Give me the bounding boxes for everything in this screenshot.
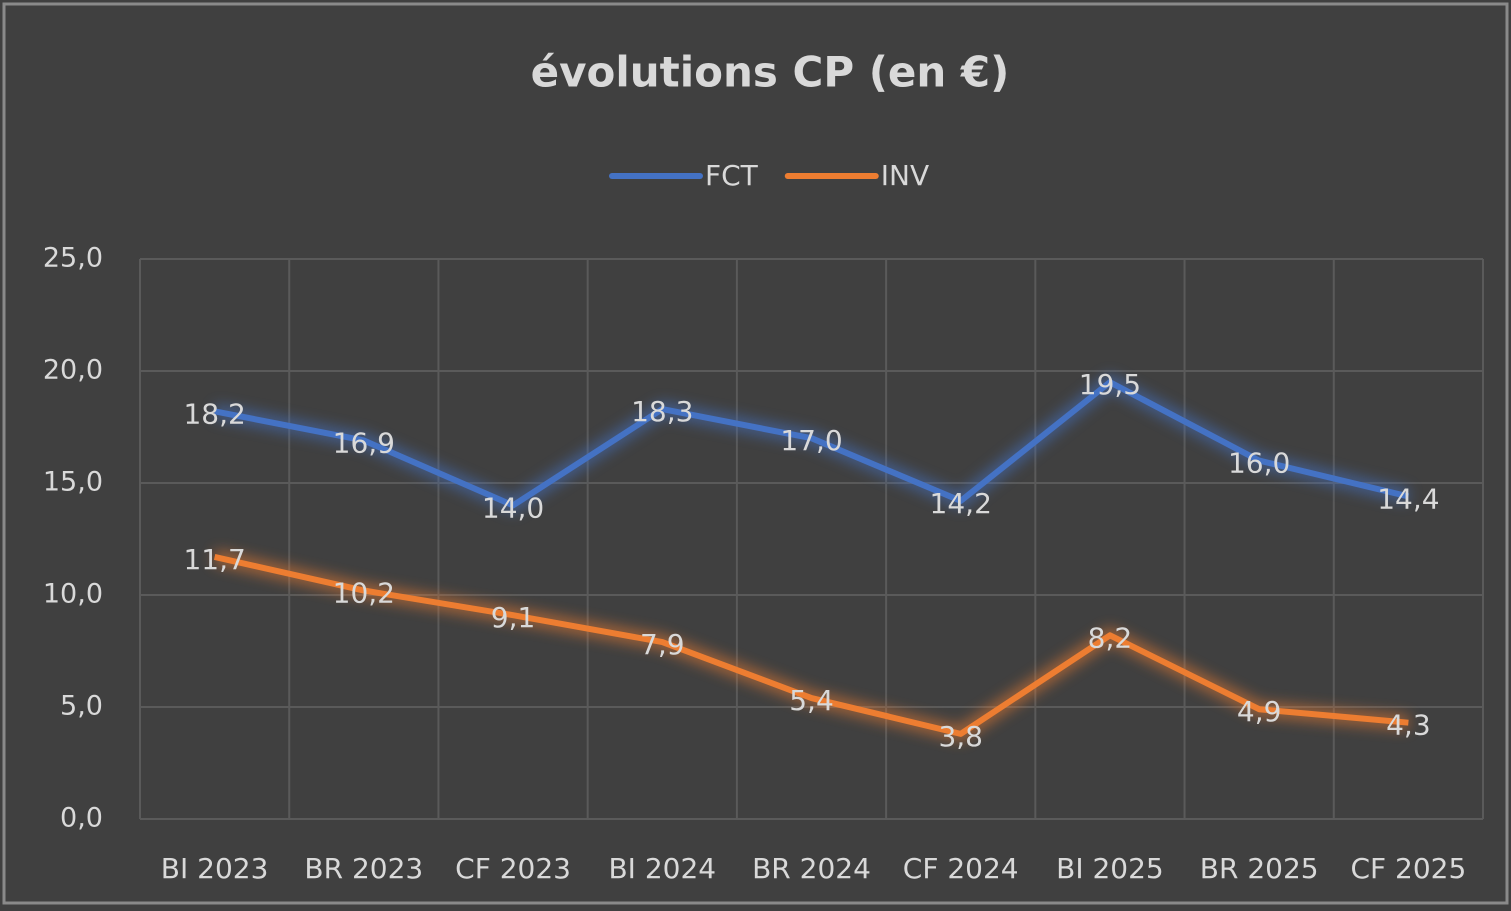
y-tick-label: 25,0 bbox=[43, 243, 103, 274]
x-tick-label: BI 2024 bbox=[608, 852, 716, 885]
data-label: 3,8 bbox=[938, 720, 983, 753]
data-label: 10,2 bbox=[333, 577, 395, 610]
x-tick-label: CF 2023 bbox=[455, 852, 571, 885]
x-tick-label: BI 2025 bbox=[1056, 852, 1164, 885]
data-label: 17,0 bbox=[780, 424, 842, 457]
x-tick-label: BR 2025 bbox=[1200, 852, 1319, 885]
data-label: 8,2 bbox=[1088, 621, 1133, 654]
x-tick-label: BR 2024 bbox=[752, 852, 871, 885]
data-label: 5,4 bbox=[789, 684, 834, 717]
y-tick-label: 15,0 bbox=[43, 467, 103, 498]
data-label: 14,4 bbox=[1377, 482, 1439, 515]
chart-title: évolutions CP (en €) bbox=[531, 48, 1010, 97]
y-tick-label: 10,0 bbox=[43, 579, 103, 610]
x-tick-label: CF 2025 bbox=[1350, 852, 1466, 885]
data-label: 9,1 bbox=[491, 601, 536, 634]
data-label: 18,2 bbox=[183, 397, 245, 430]
y-tick-label: 20,0 bbox=[43, 355, 103, 386]
line bbox=[213, 553, 1409, 737]
legend-label: FCT bbox=[705, 159, 759, 192]
y-tick-label: 5,0 bbox=[60, 691, 103, 722]
x-tick-label: CF 2024 bbox=[903, 852, 1019, 885]
data-label: 4,3 bbox=[1386, 709, 1431, 742]
data-label: 4,9 bbox=[1237, 695, 1282, 728]
x-tick-label: BR 2023 bbox=[304, 852, 423, 885]
data-label: 16,0 bbox=[1228, 447, 1290, 480]
data-label: 11,7 bbox=[183, 543, 245, 576]
legend-label: INV bbox=[881, 159, 929, 192]
x-tick-label: BI 2023 bbox=[161, 852, 269, 885]
data-label: 14,0 bbox=[482, 491, 544, 524]
data-label: 7,9 bbox=[640, 628, 685, 661]
y-tick-label: 0,0 bbox=[60, 803, 103, 834]
line bbox=[214, 379, 1410, 509]
data-label: 16,9 bbox=[333, 426, 395, 459]
data-label: 14,2 bbox=[930, 487, 992, 520]
data-label: 19,5 bbox=[1079, 368, 1141, 401]
data-label: 18,3 bbox=[631, 395, 693, 428]
